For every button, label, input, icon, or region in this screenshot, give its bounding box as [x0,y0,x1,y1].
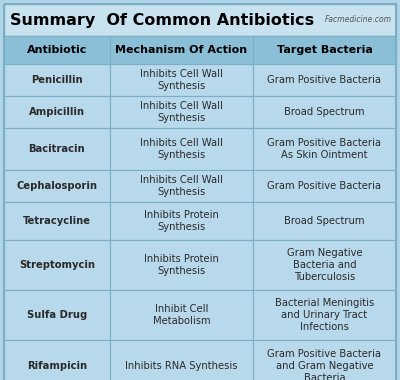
Text: Ampicillin: Ampicillin [29,107,85,117]
Text: Broad Spectrum: Broad Spectrum [284,216,365,226]
Text: Gram Positive Bacteria
and Gram Negative
Bacteria: Gram Positive Bacteria and Gram Negative… [268,349,382,380]
Bar [4,202,110,240]
Bar [253,64,396,96]
Bar [110,36,253,64]
Bar [4,240,110,290]
Bar [253,290,396,340]
Text: Inhibits Protein
Synthesis: Inhibits Protein Synthesis [144,210,219,232]
Bar [4,128,110,170]
Text: Inhibits Protein
Synthesis: Inhibits Protein Synthesis [144,254,219,276]
Text: Bacterial Meningitis
and Urinary Tract
Infections: Bacterial Meningitis and Urinary Tract I… [275,298,374,332]
Bar [253,170,396,202]
Text: Cephalosporin: Cephalosporin [16,181,98,191]
Text: Inhibits Cell Wall
Synthesis: Inhibits Cell Wall Synthesis [140,69,223,91]
Text: Inhibits Cell Wall
Synthesis: Inhibits Cell Wall Synthesis [140,175,223,197]
Text: Summary  Of Common Antibiotics: Summary Of Common Antibiotics [10,13,314,27]
Bar [253,202,396,240]
Bar [110,64,253,96]
Bar [4,64,110,96]
Text: Gram Positive Bacteria: Gram Positive Bacteria [268,181,382,191]
Bar [110,240,253,290]
Bar [110,290,253,340]
Bar [110,128,253,170]
Bar [253,36,396,64]
Text: Penicillin: Penicillin [31,75,83,85]
Text: Mechanism Of Action: Mechanism Of Action [115,45,248,55]
Text: Gram Positive Bacteria
As Skin Ointment: Gram Positive Bacteria As Skin Ointment [268,138,382,160]
Bar [4,170,110,202]
Bar [4,4,396,36]
Text: Inhibit Cell
Metabolism: Inhibit Cell Metabolism [152,304,210,326]
Text: Facmedicine.com: Facmedicine.com [325,16,392,24]
Text: Target Bacteria: Target Bacteria [276,45,372,55]
Bar [4,290,110,340]
Bar [110,202,253,240]
Bar [110,170,253,202]
Bar [253,96,396,128]
Text: Sulfa Drug: Sulfa Drug [27,310,87,320]
Text: Broad Spectrum: Broad Spectrum [284,107,365,117]
Text: Gram Negative
Bacteria and
Tuberculosis: Gram Negative Bacteria and Tuberculosis [287,248,362,282]
Bar [110,340,253,380]
Text: Bacitracin: Bacitracin [29,144,85,154]
Text: Streptomycin: Streptomycin [19,260,95,270]
Text: Rifampicin: Rifampicin [27,361,87,371]
Bar [4,36,110,64]
Text: Inhibits Cell Wall
Synthesis: Inhibits Cell Wall Synthesis [140,138,223,160]
Bar [253,240,396,290]
Text: Tetracycline: Tetracycline [23,216,91,226]
Text: Gram Positive Bacteria: Gram Positive Bacteria [268,75,382,85]
Bar [4,96,110,128]
Bar [253,128,396,170]
Text: Inhibits RNA Synthesis: Inhibits RNA Synthesis [125,361,238,371]
Text: Antibiotic: Antibiotic [27,45,87,55]
Text: Inhibits Cell Wall
Synthesis: Inhibits Cell Wall Synthesis [140,101,223,123]
Bar [4,340,110,380]
Bar [110,96,253,128]
Bar [253,340,396,380]
